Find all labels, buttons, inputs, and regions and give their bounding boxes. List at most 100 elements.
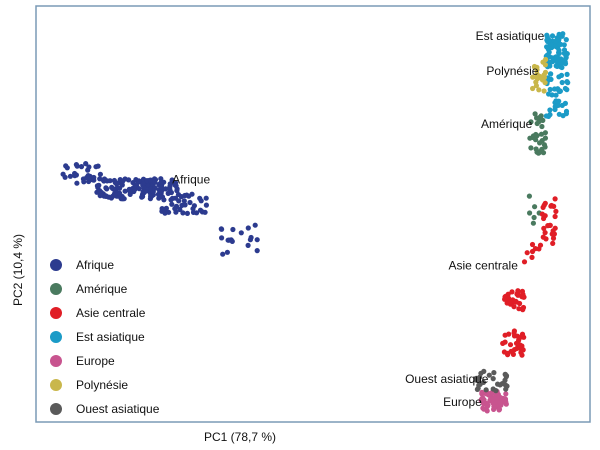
data-point-0-3-5: [230, 226, 236, 233]
data-point-1-1-2: [531, 214, 537, 221]
data-point-0-3-9: [252, 222, 258, 228]
legend-marker-0: [50, 259, 62, 271]
data-point-2-2-10: [509, 289, 515, 295]
data-point-0-1-127: [120, 196, 126, 202]
data-point-2-0-10: [542, 200, 548, 206]
data-point-1-0-29: [534, 133, 540, 139]
data-point-0-1-113: [141, 185, 147, 191]
data-point-0-0-21: [91, 174, 97, 181]
data-point-3-1-23: [562, 100, 569, 106]
data-point-0-0-13: [95, 163, 101, 169]
data-point-0-1-77: [126, 177, 132, 183]
data-point-0-2-1: [203, 202, 209, 208]
data-point-0-1-134: [158, 189, 164, 195]
data-point-0-1-131: [152, 179, 158, 185]
data-point-6-0-20: [473, 375, 479, 381]
data-point-4-0-57: [491, 403, 497, 409]
data-point-4-0-46: [479, 389, 485, 395]
data-point-1-0-23: [533, 137, 539, 143]
data-point-2-2-24: [520, 306, 526, 312]
data-point-4-0-12: [503, 391, 509, 397]
data-point-0-1-106: [108, 195, 114, 201]
data-point-0-3-2: [219, 235, 225, 241]
data-point-0-1-115: [97, 176, 103, 182]
data-point-5-0-13: [536, 87, 542, 93]
data-point-2-0-8: [552, 213, 558, 220]
data-point-2-1-2: [521, 259, 528, 265]
points-layer: [60, 31, 571, 414]
data-point-2-0-23: [553, 208, 559, 214]
data-point-6-0-25: [497, 382, 503, 388]
data-point-3-1-39: [547, 86, 553, 93]
data-point-3-1-31: [564, 87, 570, 93]
data-point-0-2-28: [202, 209, 208, 215]
data-point-3-0-78: [556, 50, 562, 57]
data-point-0-3-11: [238, 230, 244, 236]
data-point-3-1-19: [555, 102, 562, 108]
data-point-1-1-0: [526, 193, 533, 199]
data-point-0-1-117: [112, 192, 118, 198]
legend-marker-6: [50, 403, 62, 415]
data-point-0-1-80: [107, 178, 113, 184]
data-point-3-0-77: [557, 32, 564, 38]
data-point-2-1-5: [524, 250, 530, 256]
data-point-0-2-17: [161, 197, 167, 203]
data-point-6-0-22: [493, 388, 499, 394]
data-point-3-1-13: [564, 71, 570, 77]
data-point-1-1-4: [530, 220, 537, 226]
data-point-3-0-76: [546, 38, 552, 44]
data-point-0-0-22: [78, 164, 85, 170]
data-point-2-0-11: [548, 202, 555, 209]
data-point-3-1-15: [559, 79, 565, 86]
data-point-0-1-124: [117, 191, 123, 197]
data-point-3-0-67: [561, 42, 567, 48]
data-point-0-1-132: [173, 183, 179, 189]
legend-marker-3: [50, 331, 62, 343]
data-point-2-0-12: [550, 240, 556, 246]
data-point-4-0-38: [502, 396, 509, 402]
data-point-2-1-3: [529, 241, 536, 248]
x-axis-label: PC1 (78,7 %): [204, 430, 276, 444]
data-point-0-1-109: [140, 193, 146, 200]
data-point-6-0-2: [491, 370, 497, 376]
data-point-2-3-19: [519, 334, 525, 340]
data-point-6-0-17: [475, 385, 481, 391]
data-point-1-0-5: [539, 123, 545, 130]
data-point-0-2-34: [173, 209, 179, 215]
data-point-2-0-18: [549, 231, 555, 237]
data-point-5-0-15: [534, 67, 540, 73]
data-point-3-0-45: [549, 33, 556, 39]
data-point-0-0-28: [73, 162, 79, 168]
data-point-2-3-13: [520, 347, 526, 353]
data-point-0-0-26: [86, 176, 92, 182]
data-point-3-0-63: [563, 37, 569, 43]
data-point-2-3-28: [502, 339, 508, 345]
data-point-2-0-16: [541, 225, 547, 231]
data-point-0-2-30: [197, 207, 204, 213]
data-point-0-2-10: [187, 199, 193, 206]
data-point-0-1-137: [96, 182, 102, 188]
data-point-3-1-27: [552, 106, 558, 113]
data-point-2-3-17: [517, 342, 523, 348]
data-point-1-0-11: [542, 130, 549, 136]
data-point-0-0-18: [97, 171, 103, 177]
data-point-3-0-73: [563, 54, 569, 61]
data-point-0-2-18: [191, 203, 197, 209]
data-point-2-3-0: [507, 342, 514, 348]
legend-marker-4: [50, 355, 62, 367]
data-point-2-0-19: [542, 213, 548, 219]
data-point-0-3-17: [245, 242, 251, 248]
data-point-0-0-24: [81, 179, 87, 185]
data-point-6-0-18: [486, 372, 492, 378]
data-point-0-1-118: [148, 177, 154, 183]
data-point-0-2-22: [169, 201, 175, 207]
data-point-0-1-92: [136, 178, 142, 184]
data-point-1-0-28: [528, 119, 534, 125]
data-point-5-0-16: [542, 69, 549, 75]
annotation-label-2: Polynésie: [486, 64, 538, 78]
data-point-0-1-88: [167, 181, 173, 187]
annotations-layer: Afrique Est asiatique Polynésie Amérique Asi…: [172, 29, 545, 409]
data-point-2-3-27: [506, 331, 512, 337]
data-point-0-1-116: [158, 180, 164, 186]
data-point-2-2-25: [515, 290, 521, 296]
